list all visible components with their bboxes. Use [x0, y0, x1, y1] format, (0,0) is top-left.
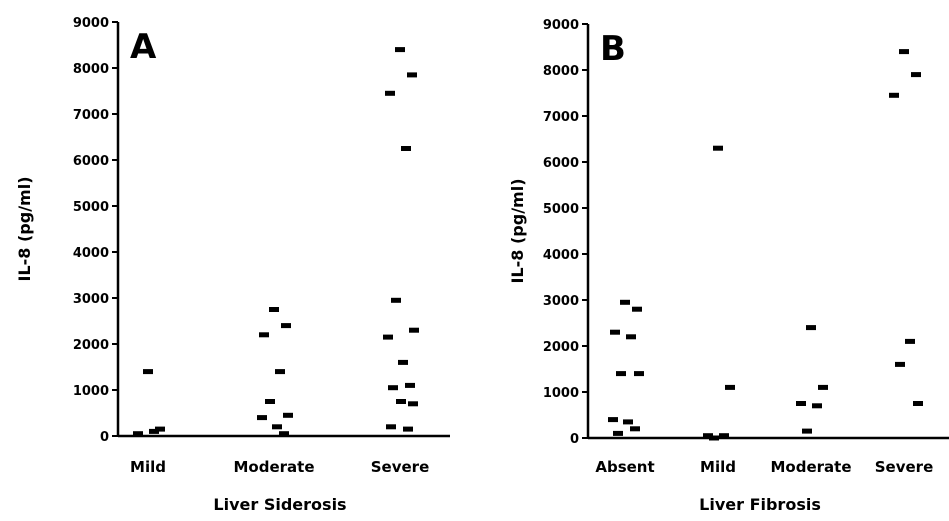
data-point [911, 72, 921, 78]
x-tick-label: Moderate [770, 458, 851, 476]
data-point [806, 325, 816, 331]
y-tick-label: 6000 [543, 156, 579, 171]
y-tick-label: 4000 [73, 246, 109, 261]
data-point [149, 428, 159, 434]
data-point [719, 433, 729, 439]
data-point [401, 146, 411, 151]
data-point [269, 307, 279, 312]
y-axis-label: IL-8 (pg/ml) [15, 176, 34, 281]
data-point [630, 426, 640, 432]
y-tick-label: 1000 [543, 386, 579, 401]
y-tick-label: 0 [570, 432, 579, 447]
y-tick-label: 8000 [543, 64, 579, 79]
data-point [283, 412, 293, 418]
data-point [899, 49, 909, 55]
y-tick-label: 9000 [73, 16, 109, 31]
data-point [905, 338, 915, 344]
data-point [395, 47, 405, 53]
data-point [613, 430, 623, 436]
data-point [279, 431, 289, 437]
data-point [709, 435, 719, 441]
data-point [403, 426, 413, 432]
y-tick-label: 9000 [543, 18, 579, 33]
y-tick-label: 5000 [73, 200, 109, 215]
y-tick-label: 3000 [73, 292, 109, 307]
data-point [386, 424, 396, 430]
data-point [610, 329, 620, 335]
data-point [281, 323, 291, 329]
data-point [383, 334, 393, 340]
data-point [388, 385, 398, 391]
data-point [802, 428, 812, 434]
data-point [405, 382, 415, 388]
x-axis-label: Liver Fibrosis [699, 495, 821, 514]
data-point [703, 433, 713, 439]
y-tick-label: 7000 [543, 110, 579, 125]
data-point [143, 369, 153, 375]
data-point [623, 419, 633, 425]
x-tick-label: Severe [875, 458, 934, 476]
data-point [391, 297, 401, 303]
x-axis-label: Liver Siderosis [213, 495, 346, 514]
y-tick-label: 1000 [73, 384, 109, 399]
data-point [818, 384, 828, 390]
y-tick-label: 7000 [73, 108, 109, 123]
data-point [257, 415, 267, 421]
data-point [259, 332, 269, 338]
data-point [409, 327, 419, 333]
y-tick-label: 2000 [543, 340, 579, 355]
data-point [913, 401, 923, 406]
x-tick-label: Moderate [233, 458, 314, 476]
y-tick-label: 2000 [73, 338, 109, 353]
x-tick-label: Mild [130, 458, 166, 476]
y-tick-label: 4000 [543, 248, 579, 263]
data-point [275, 369, 285, 375]
data-point [155, 426, 165, 432]
data-point [632, 306, 642, 312]
data-point [272, 424, 282, 430]
panel-label: B [600, 29, 626, 69]
data-point [796, 401, 806, 406]
data-point [396, 399, 406, 404]
panel-label: A [130, 27, 157, 67]
data-point [133, 431, 143, 437]
data-point [407, 72, 417, 78]
y-tick-label: 0 [100, 430, 109, 445]
data-point [895, 361, 905, 367]
data-point [626, 334, 636, 340]
data-point [616, 371, 626, 377]
data-point [713, 145, 723, 151]
data-point [385, 90, 395, 96]
data-point [408, 401, 418, 407]
data-point [265, 399, 275, 404]
y-tick-label: 3000 [543, 294, 579, 309]
data-point [634, 371, 644, 377]
y-tick-label: 6000 [73, 154, 109, 169]
y-tick-label: 8000 [73, 62, 109, 77]
data-point [812, 403, 822, 409]
x-tick-label: Absent [595, 458, 654, 476]
y-axis-label: IL-8 (pg/ml) [508, 178, 527, 283]
data-point [725, 384, 735, 390]
data-point [889, 92, 899, 98]
x-tick-label: Severe [371, 458, 430, 476]
y-tick-label: 5000 [543, 202, 579, 217]
data-point [398, 359, 408, 365]
data-point [620, 299, 630, 305]
data-point [608, 417, 618, 423]
x-tick-label: Mild [700, 458, 736, 476]
